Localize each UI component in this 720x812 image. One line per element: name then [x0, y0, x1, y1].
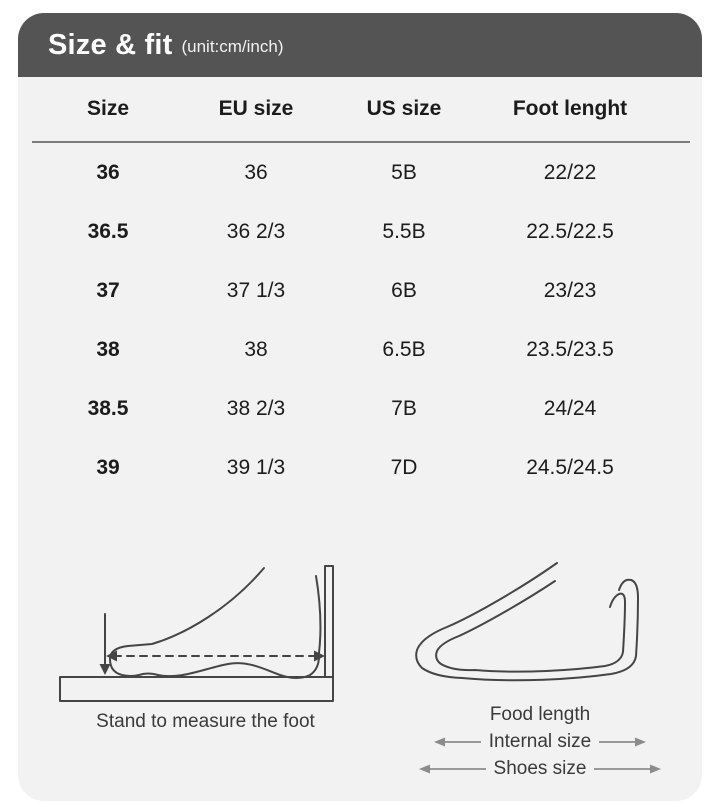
table-body: 36 36 5B 22/22 36.5 36 2/3 5.5B 22.5/22.… — [18, 143, 702, 497]
column-header-eu-size: EU size — [218, 97, 294, 120]
shoes-size-row: Shoes size — [405, 758, 675, 780]
cell-eu-size: 39 1/3 — [226, 455, 286, 479]
column-header-us-size: US size — [366, 97, 442, 120]
cell-foot-length: 23.5/23.5 — [526, 337, 614, 361]
internal-size-label: Internal size — [488, 731, 592, 752]
size-fit-card: Size & fit (unit:cm/inch) Size EU size U… — [18, 13, 702, 801]
cell-us-size: 5.5B — [382, 219, 426, 243]
arrow-head-down-icon — [99, 664, 111, 675]
ankle-back-line — [315, 575, 322, 654]
table-header-row: Size EU size US size Foot lenght — [18, 77, 702, 141]
cell-eu-size: 38 2/3 — [226, 396, 286, 420]
cell-size: 36.5 — [87, 219, 129, 243]
table-row: 36.5 36 2/3 5.5B 22.5/22.5 — [18, 202, 702, 261]
card-header: Size & fit (unit:cm/inch) — [18, 13, 702, 77]
unit-label: (unit:cm/inch) — [181, 37, 284, 56]
shoe-illustration — [415, 562, 639, 682]
cell-us-size: 5B — [391, 160, 417, 184]
page-title: Size & fit — [48, 28, 173, 61]
shoes-size-label: Shoes size — [493, 758, 587, 779]
table-row: 39 39 1/3 7D 24.5/24.5 — [18, 438, 702, 497]
cell-foot-length: 22.5/22.5 — [526, 219, 614, 243]
measure-wall — [324, 565, 334, 678]
arrow-right-icon — [599, 737, 647, 747]
arrow-right-icon — [594, 764, 662, 774]
table-row: 37 37 1/3 6B 23/23 — [18, 261, 702, 320]
right-diagram-caption: Food length — [489, 704, 591, 725]
cell-us-size: 7B — [391, 396, 417, 420]
cell-us-size: 6B — [391, 278, 417, 302]
foot-measure-diagram: Stand to measure the foot — [58, 556, 353, 733]
foot-outline — [109, 567, 320, 679]
cell-size: 39 — [96, 455, 120, 479]
cell-size: 38.5 — [87, 396, 129, 420]
cell-eu-size: 38 — [244, 337, 268, 361]
arrow-left-icon — [433, 737, 481, 747]
arrow-left-icon — [418, 764, 486, 774]
table-header-divider — [32, 141, 690, 143]
table-row: 38 38 6.5B 23.5/23.5 — [18, 320, 702, 379]
cell-foot-length: 24.5/24.5 — [526, 455, 614, 479]
column-header-size: Size — [86, 97, 130, 120]
column-header-foot-length: Foot lenght — [512, 97, 628, 120]
table-row: 36 36 5B 22/22 — [18, 143, 702, 202]
inner-foot-outline — [435, 580, 626, 673]
cell-size: 37 — [96, 278, 120, 302]
cell-foot-length: 24/24 — [543, 396, 597, 420]
cell-foot-length: 23/23 — [543, 278, 597, 302]
internal-size-row: Internal size — [405, 731, 675, 753]
arrow-head-left-icon — [106, 650, 117, 662]
cell-us-size: 6.5B — [382, 337, 426, 361]
foot-measure-illustration — [59, 565, 334, 702]
cell-eu-size: 36 2/3 — [226, 219, 286, 243]
table-row: 38.5 38 2/3 7B 24/24 — [18, 379, 702, 438]
cell-size: 36 — [96, 160, 120, 184]
cell-eu-size: 36 — [244, 160, 268, 184]
arrow-head-right-icon — [314, 650, 325, 662]
shoe-outline — [415, 562, 639, 682]
cell-foot-length: 22/22 — [543, 160, 597, 184]
left-diagram-caption: Stand to measure the foot — [96, 711, 315, 732]
shoe-size-diagram: Food length Internal size Shoes size — [405, 555, 675, 780]
cell-size: 38 — [96, 337, 120, 361]
cell-eu-size: 37 1/3 — [226, 278, 286, 302]
platform-base — [59, 676, 334, 702]
cell-us-size: 7D — [390, 455, 418, 479]
